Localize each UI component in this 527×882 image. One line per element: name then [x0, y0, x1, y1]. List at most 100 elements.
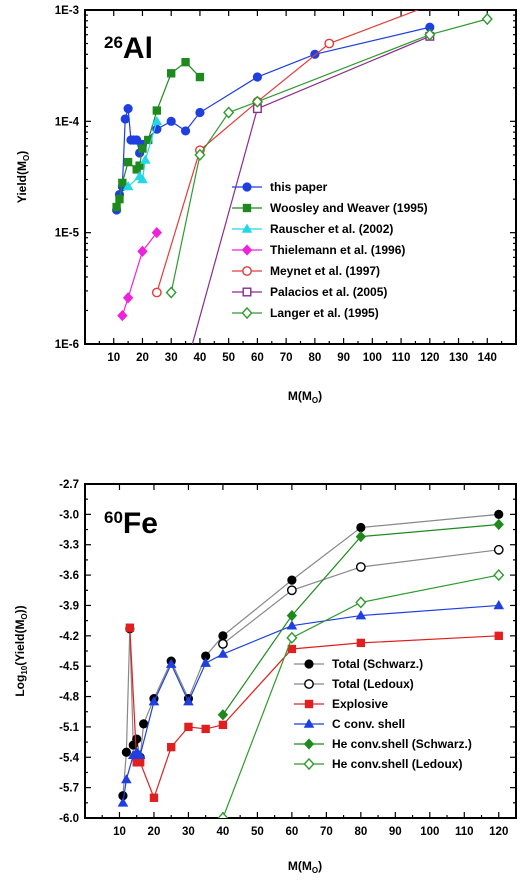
- series-line: [129, 627, 499, 800]
- data-point: [493, 518, 504, 531]
- x-axis: 10 20 30 40 50 60 70 80 90 100 110 120: [101, 484, 508, 838]
- x-tick-label: 10: [113, 826, 126, 838]
- data-point: [132, 734, 142, 744]
- x-tick-label: 40: [217, 826, 230, 838]
- data-point: [181, 57, 190, 67]
- y-axis: 1E-6 1E-5 1E-4 1E-3: [55, 5, 516, 351]
- legend-label: Langer et al. (1995): [270, 306, 379, 320]
- x-tick-label: 70: [320, 826, 333, 838]
- x-tick-label: 120: [420, 352, 439, 364]
- data-point: [120, 114, 130, 124]
- data-point: [123, 104, 133, 114]
- data-point: [286, 620, 298, 630]
- data-point: [286, 585, 297, 596]
- series-line: [121, 232, 158, 316]
- legend-marker: [242, 266, 252, 276]
- data-point: [356, 522, 366, 533]
- chart-panel-fe: 10 20 30 40 50 60 70 80 90 100 110 120-6.0-5.7-5.4-…: [13, 479, 517, 875]
- series-line: [170, 18, 488, 293]
- series-3: [117, 600, 505, 807]
- legend-label: this paper: [270, 180, 328, 194]
- data-point: [493, 544, 504, 555]
- data-point: [200, 657, 211, 667]
- data-point: [252, 72, 262, 82]
- x-tick-label: 20: [148, 826, 161, 838]
- data-point: [134, 749, 146, 760]
- data-point: [125, 623, 135, 632]
- series-1: [218, 544, 504, 649]
- legend-marker: [241, 223, 253, 233]
- x-tick-label: 60: [285, 826, 298, 838]
- data-point: [144, 135, 153, 145]
- data-point: [148, 696, 160, 706]
- data-point: [121, 747, 131, 757]
- data-point: [135, 161, 144, 170]
- x-tick-label: 90: [337, 352, 350, 364]
- data-point: [356, 638, 366, 648]
- x-tick-label: 100: [363, 352, 382, 364]
- series-6: [165, 12, 493, 299]
- data-point: [251, 95, 263, 108]
- series-2: [122, 115, 163, 191]
- x-tick-label: 80: [354, 826, 367, 838]
- data-point: [140, 154, 151, 164]
- data-point: [167, 742, 176, 752]
- series-5: [217, 569, 505, 818]
- y-tick-label: -3.0: [59, 509, 79, 521]
- y-tick-label: -4.8: [59, 692, 79, 704]
- data-point: [117, 309, 128, 322]
- data-point: [355, 562, 366, 572]
- y-tick-label: -5.1: [59, 722, 79, 734]
- data-point: [201, 724, 210, 734]
- data-point: [218, 639, 228, 649]
- y-tick-label: -3.9: [59, 600, 79, 612]
- x-tick-label: 50: [251, 826, 264, 838]
- series-2: [125, 623, 503, 802]
- chart-panel-al: 10 20 30 40 50 60 70 80 90 100 110 120 130 1401E-61E-…: [15, 5, 517, 405]
- y-tick-label: -6.0: [59, 813, 79, 825]
- data-point: [184, 722, 193, 732]
- y-tick-label: -5.4: [59, 752, 79, 764]
- panel-label: 60Fe: [104, 507, 158, 540]
- legend-marker: [241, 244, 253, 256]
- data-point: [121, 774, 132, 784]
- y-tick-label: -3.6: [59, 570, 79, 582]
- data-point: [194, 148, 206, 161]
- data-point: [137, 245, 148, 257]
- legend-marker: [242, 182, 252, 192]
- data-point: [355, 530, 367, 543]
- legend-label: Rauscher et al. (2002): [270, 222, 393, 236]
- y-tick-label: -5.7: [59, 783, 79, 795]
- legend-marker: [303, 738, 315, 750]
- legend-label: C conv. shell: [332, 717, 405, 731]
- data-point: [355, 610, 367, 620]
- series-line: [222, 549, 499, 645]
- series-line: [222, 574, 499, 818]
- series-line: [257, 35, 431, 110]
- x-tick-label: 40: [194, 352, 207, 364]
- legend-label: He conv.shell (Ledoux): [332, 757, 462, 771]
- legend-label: Thielemann et al. (1996): [270, 243, 405, 257]
- legend-label: Total (Schwarz.): [332, 657, 423, 671]
- data-point: [428, 10, 432, 11]
- data-point: [223, 106, 235, 119]
- data-point: [424, 28, 436, 41]
- data-point: [217, 709, 229, 721]
- legend-marker: [242, 287, 252, 297]
- data-point: [149, 793, 159, 802]
- legend-marker: [304, 659, 314, 669]
- data-point: [115, 194, 124, 204]
- data-point: [152, 106, 162, 115]
- x-tick-label: 30: [182, 826, 195, 838]
- series-4: [217, 518, 504, 721]
- data-point: [493, 600, 505, 610]
- x-axis-label: M(MO): [288, 389, 322, 405]
- data-point: [355, 596, 367, 609]
- legend-marker: [304, 679, 314, 689]
- legend-marker: [241, 306, 253, 320]
- x-tick-label: 70: [280, 352, 293, 364]
- x-tick-label: 90: [389, 826, 402, 838]
- data-point: [167, 69, 176, 78]
- series-1: [112, 57, 205, 212]
